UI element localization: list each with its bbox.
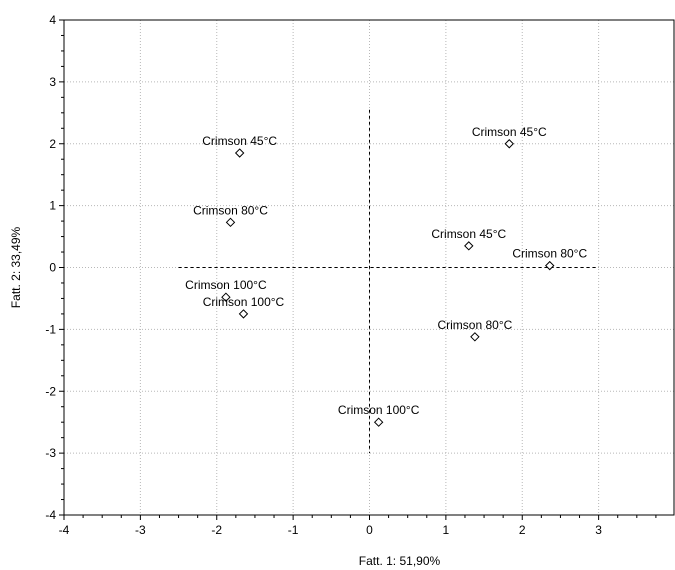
y-tick-label: -1 [45, 322, 56, 336]
axis-ticks: -4 -3 -2 -1 0 1 2 3 -4 -3 -2 -1 0 1 2 3 4 [45, 13, 657, 537]
data-point-marker [238, 309, 249, 319]
data-point-label: Crimson 100°C [203, 295, 285, 309]
y-tick-label: -2 [45, 384, 56, 398]
y-axis-label: Fatt. 2: 33,49% [9, 226, 23, 308]
x-tick-label: -2 [211, 523, 222, 537]
data-point-label: Crimson 45°C [431, 227, 506, 241]
data-point-label: Crimson 80°C [193, 203, 268, 217]
y-tick-label: -3 [45, 446, 56, 460]
data-point-marker [221, 292, 231, 302]
data-point-marker [545, 260, 555, 271]
data-point-label: Crimson 80°C [437, 318, 512, 332]
data-point-label: Crimson 80°C [512, 247, 587, 261]
data-points: Crimson 45°C Crimson 80°C Crimson 100°C Cri… [185, 125, 587, 427]
y-tick-label: 0 [49, 261, 56, 275]
data-point-marker [225, 217, 236, 228]
data-point-label: Crimson 100°C [338, 403, 420, 417]
x-tick-label: -3 [135, 523, 146, 537]
x-tick-label: 2 [519, 523, 526, 537]
data-point-marker [464, 241, 474, 251]
data-point-marker [470, 332, 480, 342]
x-tick-label: -1 [288, 523, 299, 537]
y-tick-label: -4 [45, 508, 56, 522]
x-tick-label: 0 [366, 523, 373, 537]
data-point-marker [373, 417, 384, 427]
x-tick-label: -4 [59, 523, 70, 537]
data-point-label: Crimson 45°C [472, 125, 547, 139]
data-point-label: Crimson 100°C [185, 278, 267, 292]
y-tick-label: 2 [49, 137, 56, 151]
x-tick-label: 1 [443, 523, 450, 537]
reference-lines [178, 109, 599, 454]
y-tick-label: 3 [49, 75, 56, 89]
data-point-marker [504, 139, 514, 149]
data-point-label: Crimson 45°C [202, 134, 277, 148]
data-point-marker [234, 148, 245, 158]
x-tick-label: 3 [595, 523, 602, 537]
y-tick-label: 4 [49, 13, 56, 27]
y-tick-label: 1 [49, 199, 56, 213]
x-axis-label: Fatt. 1: 51,90% [359, 554, 441, 568]
